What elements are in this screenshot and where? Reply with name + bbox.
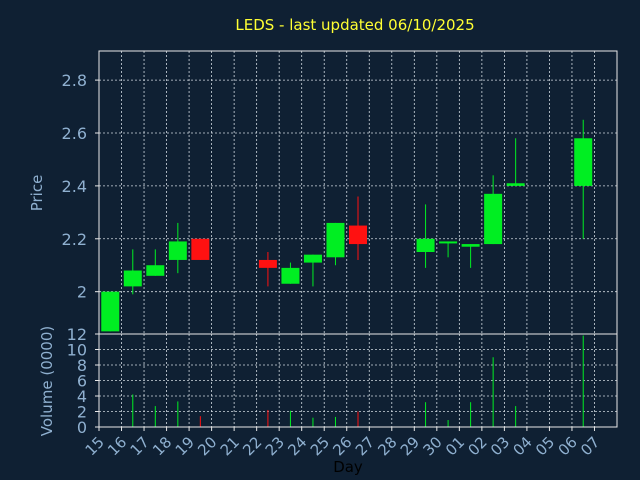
candle-body (439, 241, 458, 244)
volume-tick-label: 2 (77, 403, 87, 422)
candle-body (506, 183, 525, 186)
candle-body (303, 254, 322, 263)
day-axis-label: Day (333, 458, 363, 476)
candle-body (101, 291, 120, 332)
candle-body (461, 244, 480, 247)
candle-body (349, 225, 367, 245)
price-axis-label: Price (28, 175, 46, 212)
candle-body (281, 267, 300, 284)
price-tick-label: 2 (77, 283, 87, 302)
volume-tick-label: 10 (67, 341, 87, 360)
candle-body (146, 265, 165, 276)
volume-frame (98, 333, 618, 428)
volume-tick-label: 6 (77, 372, 87, 391)
price-tick-label: 2.4 (62, 177, 87, 196)
candle-body (326, 222, 345, 258)
candle-body (123, 270, 142, 287)
volume-tick-label: 0 (77, 418, 87, 437)
candle-body (191, 238, 210, 260)
candle-body (416, 238, 435, 253)
volume-tick-label: 4 (77, 387, 87, 406)
candle-body (168, 241, 187, 260)
volume-axis-label: Volume (0000) (38, 326, 56, 436)
chart-title: LEDS - last updated 06/10/2025 (235, 16, 474, 34)
volume-tick-label: 8 (77, 356, 87, 375)
price-tick-label: 2.8 (62, 71, 87, 90)
volume-tick-label: 12 (67, 325, 87, 344)
price-tick-label: 2.2 (62, 230, 87, 249)
price-tick-label: 2.6 (62, 124, 87, 143)
candle-body (484, 193, 503, 245)
candle-body (574, 138, 593, 186)
candle-body (258, 259, 277, 268)
price-panel: 2 2.2 2.4 2.6 2.8 (62, 50, 618, 335)
